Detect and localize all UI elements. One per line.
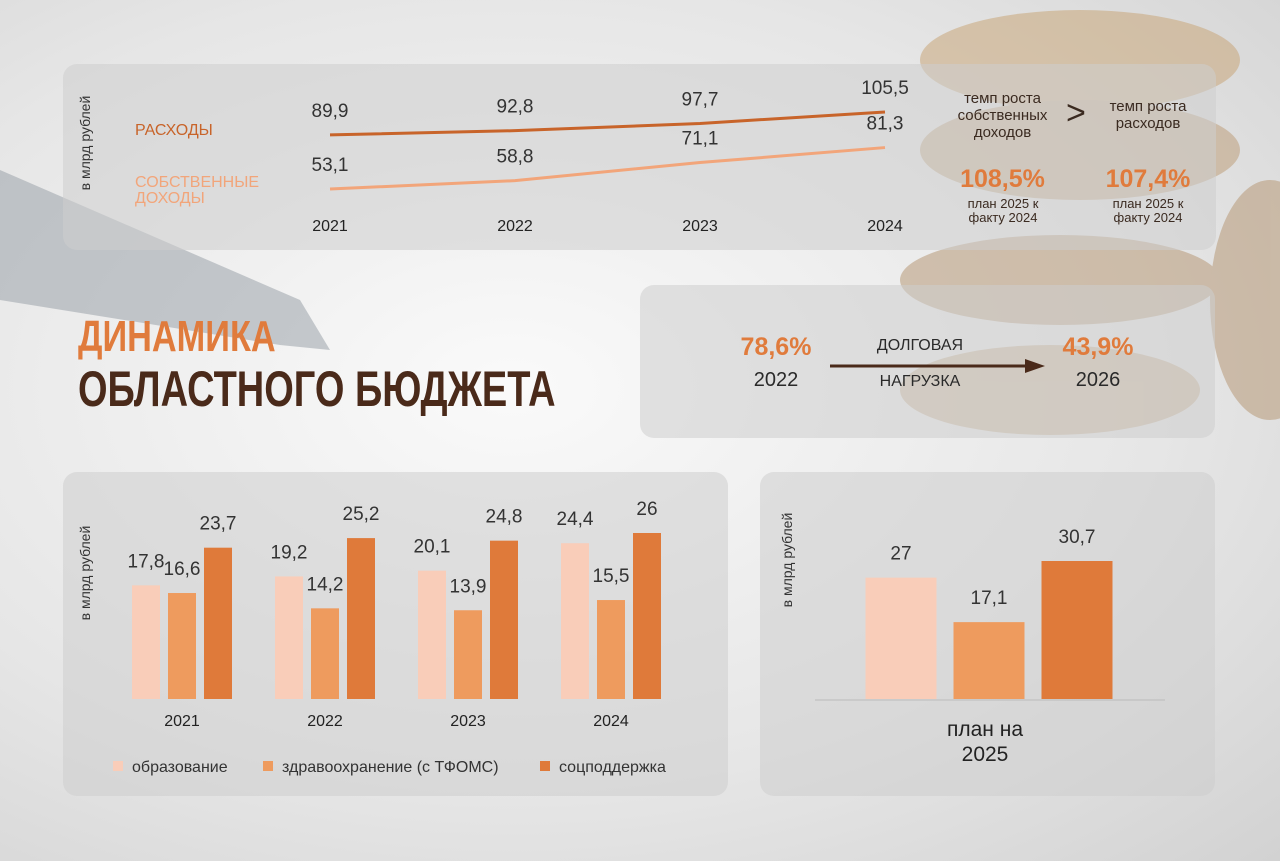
x-tick-label: 2023 (682, 218, 718, 235)
line (329, 110, 886, 137)
panel (640, 285, 1215, 438)
bar (132, 585, 160, 699)
growth-note: план 2025 к факту 2024 (1112, 196, 1184, 225)
x-tick-label: 2021 (164, 713, 200, 730)
bar (865, 577, 937, 699)
data-label: 53,1 (312, 155, 349, 176)
growth-label: темп роста расходов (1109, 98, 1187, 132)
data-label: 20,1 (414, 537, 451, 558)
data-label: 27 (890, 544, 911, 565)
legend-swatch (540, 761, 550, 771)
growth-sign: > (1066, 94, 1086, 132)
data-label: 89,9 (312, 101, 349, 122)
bar (561, 543, 589, 699)
title: ОБЛАСТНОГО БЮДЖЕТА (78, 361, 556, 417)
data-label: 17,1 (971, 588, 1008, 609)
data-label: 71,1 (682, 129, 719, 150)
legend-swatch (263, 761, 273, 771)
y-axis-label: в млрд рублей (77, 96, 93, 191)
data-label: 14,2 (307, 574, 344, 595)
bar (168, 593, 196, 699)
debt-value: 43,9% (1062, 333, 1134, 361)
bar (490, 540, 518, 699)
data-label: 26 (636, 499, 657, 520)
data-label: 23,7 (200, 514, 237, 535)
x-tick-label: 2022 (497, 218, 533, 235)
y-axis-label: в млрд рублей (77, 526, 93, 621)
data-label: 81,3 (867, 114, 904, 135)
bar (633, 533, 661, 699)
debt-year: 2026 (1075, 369, 1121, 391)
data-label: 15,5 (593, 566, 630, 587)
bar (204, 547, 232, 699)
data-label: 92,8 (497, 97, 534, 118)
data-label: 16,6 (164, 559, 201, 580)
debt-value: 78,6% (740, 333, 812, 361)
bar (347, 538, 375, 699)
x-tick-label: 2022 (307, 713, 343, 730)
title: ДИНАМИКА (78, 312, 276, 361)
growth-label: темп роста собственных доходов (957, 90, 1048, 141)
legend-swatch (113, 761, 123, 771)
y-axis-label: в млрд рублей (779, 513, 795, 608)
growth-note: план 2025 к факту 2024 (967, 196, 1039, 225)
data-label: 30,7 (1059, 527, 1096, 548)
bar (275, 576, 303, 699)
x-tick-label: 2023 (450, 713, 486, 730)
bar (454, 610, 482, 699)
debt-label: ДОЛГОВАЯ (876, 337, 964, 354)
legend-label: соцподдержка (559, 759, 666, 776)
bar (597, 600, 625, 699)
data-label: 58,8 (497, 147, 534, 168)
x-tick-label: 2021 (312, 218, 348, 235)
growth-value: 108,5% (960, 165, 1045, 193)
debt-label: НАГРУЗКА (879, 373, 961, 390)
bar (418, 570, 446, 699)
x-axis-label: план на 2025 (946, 718, 1023, 766)
line (329, 146, 886, 191)
data-label: 13,9 (450, 576, 487, 597)
x-tick-label: 2024 (867, 218, 903, 235)
x-tick-label: 2024 (593, 713, 629, 730)
bar (311, 608, 339, 699)
legend-label: здравоохранение (с ТФОМС) (282, 759, 499, 776)
data-label: 24,4 (557, 509, 594, 530)
data-label: 25,2 (343, 504, 380, 525)
growth-value: 107,4% (1105, 165, 1191, 193)
panel (63, 64, 1216, 250)
data-label: 105,5 (861, 78, 909, 99)
data-label: 17,8 (128, 551, 165, 572)
legend-label: РАСХОДЫ (135, 122, 213, 139)
legend-label: образование (132, 759, 228, 776)
arrow-head (1025, 359, 1045, 373)
data-label: 24,8 (486, 507, 523, 528)
legend-label: СОБСТВЕННЫЕ ДОХОДЫ (135, 174, 260, 207)
data-label: 19,2 (271, 542, 308, 563)
bar (1041, 561, 1113, 699)
data-label: 97,7 (682, 89, 719, 110)
bar (953, 622, 1025, 699)
debt-year: 2022 (753, 369, 799, 391)
